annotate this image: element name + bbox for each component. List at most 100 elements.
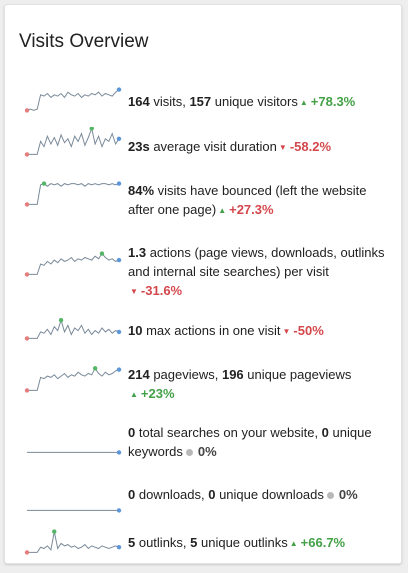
metric-value: 1.3 — [128, 245, 147, 260]
trend-change: +66.7% — [300, 535, 346, 550]
sparkline-max-dot — [89, 127, 94, 131]
metric-text-outlinks: 5 outlinks, 5 unique outlinks ▲ +66.7% — [128, 533, 395, 553]
trend-change: -58.2% — [289, 139, 332, 154]
trend-up-icon: ▲ — [289, 539, 298, 548]
sparkline-path — [27, 183, 120, 205]
metric-row-bounce[interactable]: 84% visits have bounced (left the websit… — [23, 177, 395, 221]
metric-row-pageviews[interactable]: 214 pageviews, 196 unique pageviews ▲ +23% — [23, 363, 395, 405]
sparkline-last-dot — [116, 508, 122, 513]
metric-value: 157 — [189, 94, 212, 109]
sparkline-path — [27, 127, 120, 155]
metric-value: 10 — [128, 323, 143, 338]
metric-label: unique visitors — [211, 94, 298, 109]
sparkline-last-dot — [116, 450, 122, 455]
metric-value: 0 — [321, 425, 329, 440]
sparkline-searches[interactable] — [23, 425, 123, 465]
sparkline-outlinks[interactable] — [23, 525, 123, 565]
metric-row-visits[interactable]: 164 visits, 157 unique visitors ▲ +78.3% — [23, 83, 395, 119]
metric-label: unique keywords — [128, 425, 372, 459]
metric-label: visits have bounced (left the website af… — [128, 183, 367, 217]
metric-text-bounce: 84% visits have bounced (left the websit… — [128, 181, 390, 220]
metric-label: outlinks, — [135, 535, 191, 550]
metric-label: unique outlinks — [197, 535, 288, 550]
metric-value: 84% — [128, 183, 155, 198]
trend-change: +27.3% — [229, 202, 274, 217]
metric-label: total searches on your website, — [135, 425, 322, 440]
metric-text-actions-per-visit: 1.3 actions (page views, downloads, outl… — [128, 243, 390, 301]
metric-text-visits: 164 visits, 157 unique visitors ▲ +78.3% — [128, 92, 395, 112]
trend-up-icon: ▲ — [130, 390, 138, 399]
metric-text-downloads: 0 downloads, 0 unique downloads 0% — [128, 485, 395, 504]
widget-title: Visits Overview — [19, 31, 149, 52]
metric-text-max-actions: 10 max actions in one visit ▼ -50% — [128, 321, 395, 341]
trend-down-icon: ▼ — [282, 327, 291, 336]
metric-row-avg-duration[interactable]: 23s average visit duration ▼ -58.2% — [23, 127, 395, 163]
metric-label: actions (page views, downloads, outlinks… — [128, 245, 385, 279]
sparkline-last-dot — [116, 181, 122, 186]
sparkline-path — [27, 367, 120, 391]
metric-label: pageviews, — [149, 367, 222, 382]
metric-label: unique pageviews — [243, 367, 352, 382]
sparkline-min-dot — [24, 388, 30, 393]
sparkline-path — [27, 318, 120, 339]
sparkline-max-actions[interactable] — [23, 311, 123, 351]
sparkline-last-dot — [116, 87, 122, 92]
sparkline-last-dot — [116, 329, 122, 335]
metric-value: 23s — [128, 139, 150, 154]
no-change-dot-icon — [185, 449, 193, 456]
sparkline-last-dot — [116, 367, 122, 372]
sparkline-visits[interactable] — [23, 83, 123, 123]
trend-down-icon: ▼ — [130, 287, 138, 296]
sparkline-pageviews[interactable] — [23, 363, 123, 403]
sparkline-max-dot — [99, 251, 105, 256]
metric-row-downloads[interactable]: 0 downloads, 0 unique downloads 0% — [23, 483, 395, 519]
sparkline-last-dot — [116, 545, 122, 550]
trend-down-icon: ▼ — [278, 143, 287, 152]
metric-text-searches: 0 total searches on your website, 0 uniq… — [128, 423, 390, 461]
sparkline-max-dot — [92, 366, 98, 371]
trend-change: 0% — [338, 487, 358, 502]
metric-label: downloads, — [135, 487, 209, 502]
sparkline-avg-duration[interactable] — [23, 127, 123, 167]
metric-row-outlinks[interactable]: 5 outlinks, 5 unique outlinks ▲ +66.7% — [23, 525, 395, 561]
visits-overview-widget: Visits Overview 164 visits, 157 unique v… — [4, 4, 402, 564]
trend-change: -50% — [293, 323, 324, 338]
metric-value: 5 — [190, 535, 198, 550]
trend-change: +23% — [140, 386, 175, 401]
metric-text-pageviews: 214 pageviews, 196 unique pageviews ▲ +23% — [128, 365, 390, 404]
sparkline-min-dot — [24, 336, 30, 341]
sparkline-path — [27, 531, 120, 553]
metric-row-actions-per-visit[interactable]: 1.3 actions (page views, downloads, outl… — [23, 243, 395, 301]
metric-text-avg-duration: 23s average visit duration ▼ -58.2% — [128, 137, 395, 157]
metric-value: 196 — [221, 367, 244, 382]
trend-up-icon: ▲ — [218, 206, 227, 215]
sparkline-max-dot — [52, 529, 57, 534]
sparkline-last-dot — [116, 136, 122, 141]
metric-value: 214 — [128, 367, 150, 382]
sparkline-max-dot — [58, 318, 64, 323]
sparkline-path — [26, 89, 120, 111]
sparkline-min-dot — [24, 272, 30, 277]
sparkline-actions-per-visit[interactable] — [23, 247, 123, 287]
trend-change: 0% — [197, 444, 217, 459]
sparkline-min-dot — [24, 550, 30, 555]
metric-value: 164 — [128, 94, 150, 109]
no-change-dot-icon — [326, 492, 334, 499]
metric-value: 0 — [128, 425, 136, 440]
sparkline-bounce[interactable] — [23, 177, 123, 217]
metric-value: 5 — [128, 535, 136, 550]
metric-label: visits, — [149, 94, 190, 109]
sparkline-last-dot — [116, 257, 122, 263]
sparkline-downloads[interactable] — [23, 483, 123, 523]
metric-row-max-actions[interactable]: 10 max actions in one visit ▼ -50% — [23, 311, 395, 347]
sparkline-min-dot — [24, 152, 30, 157]
trend-change: -31.6% — [140, 283, 183, 298]
trend-up-icon: ▲ — [299, 98, 308, 107]
metric-label: max actions in one visit — [142, 323, 281, 338]
metric-value: 0 — [128, 487, 136, 502]
metric-value: 0 — [208, 487, 216, 502]
sparkline-min-dot — [24, 108, 30, 113]
metric-row-searches[interactable]: 0 total searches on your website, 0 uniq… — [23, 423, 395, 467]
metric-label: average visit duration — [149, 139, 277, 154]
sparkline-path — [27, 252, 120, 275]
